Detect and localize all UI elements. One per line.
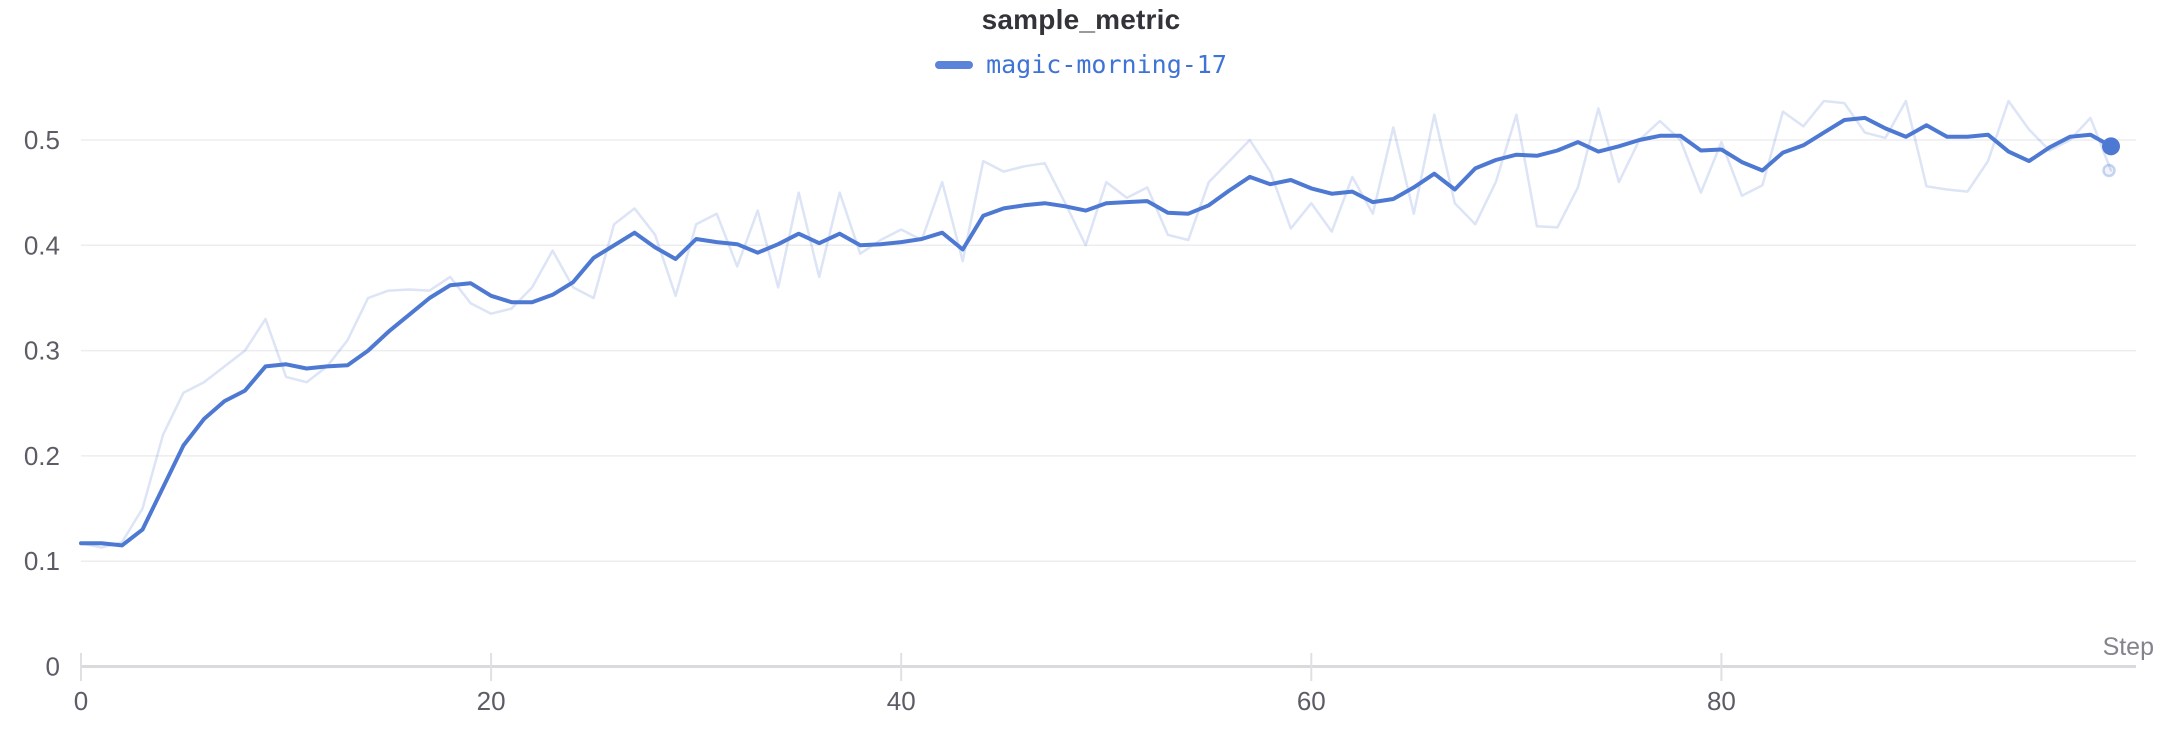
x-tick-label-20: 20 xyxy=(477,686,506,716)
y-tick-label-0: 0 xyxy=(46,652,60,682)
series-line-smoothed xyxy=(79,115,2113,548)
chart-legend: magic-morning-17 xyxy=(0,50,2162,79)
legend-run-name: magic-morning-17 xyxy=(986,50,1227,79)
legend-item-magic-morning-17[interactable]: magic-morning-17 xyxy=(935,50,1227,79)
latest-value-dot xyxy=(2102,137,2120,156)
chart-title: sample_metric xyxy=(981,4,1181,35)
x-tick-label-0: 0 xyxy=(74,686,88,716)
series-line-raw xyxy=(79,99,2113,549)
y-tick-label-0.3: 0.3 xyxy=(24,336,60,366)
legend-line-swatch-icon xyxy=(935,60,974,69)
x-tick-label-80: 80 xyxy=(1707,686,1736,716)
y-tick-label-0.1: 0.1 xyxy=(24,546,60,576)
raw-endpoint-marker xyxy=(2102,163,2116,178)
x-tick-label-40: 40 xyxy=(887,686,916,716)
y-tick-label-0.5: 0.5 xyxy=(24,125,60,155)
y-tick-label-0.2: 0.2 xyxy=(24,441,60,471)
x-axis-name: Step xyxy=(2103,633,2154,661)
y-tick-label-0.4: 0.4 xyxy=(24,230,60,260)
x-tick-label-60: 60 xyxy=(1297,686,1326,716)
